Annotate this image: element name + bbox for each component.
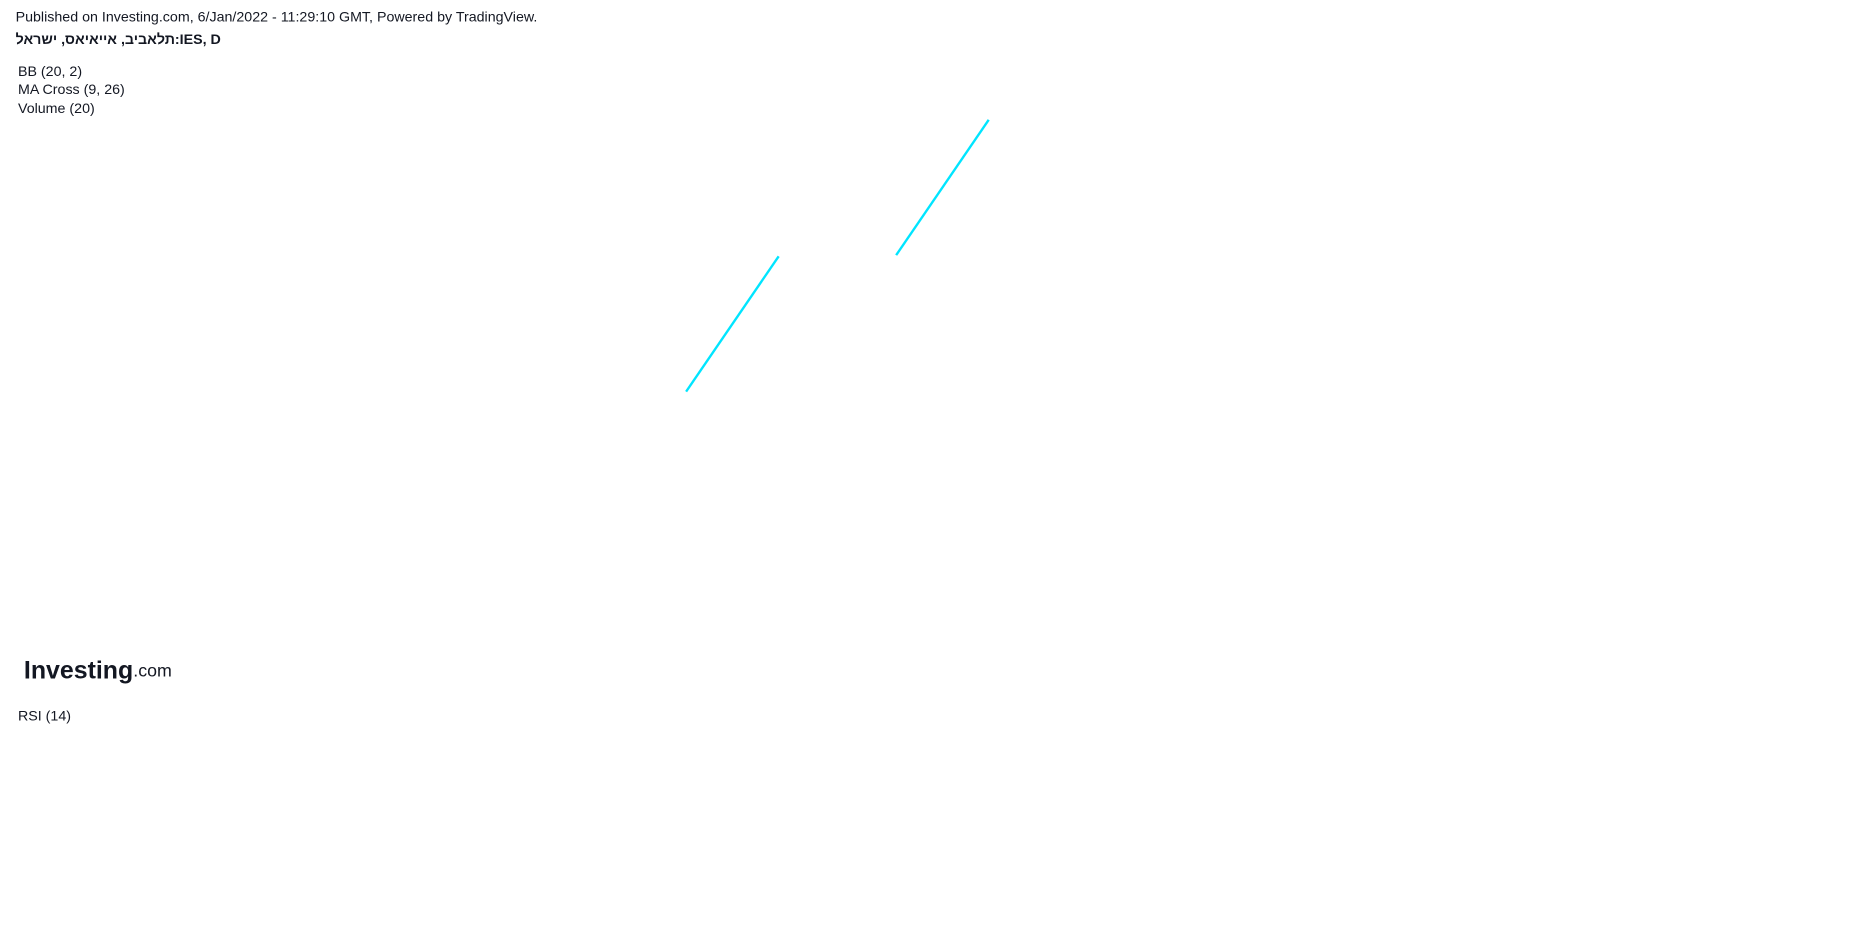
logo-name: Investing: [24, 656, 133, 684]
published-note: Published on Investing.com, 6/Jan/2022 -…: [16, 10, 538, 26]
trend-line: [685, 255, 780, 393]
indicator-legend: MA Cross (9, 26): [18, 82, 125, 98]
logo: Investing.com: [24, 656, 172, 684]
rsi-legend: RSI (14): [18, 709, 71, 725]
logo-suffix: .com: [133, 660, 172, 680]
indicator-legend: Volume (20): [18, 101, 95, 117]
indicator-legend: BB (20, 2): [18, 64, 82, 80]
trend-line: [895, 119, 990, 256]
chart-title: תלאביב, אייאיאס, ישראל:IES, D: [16, 32, 221, 48]
